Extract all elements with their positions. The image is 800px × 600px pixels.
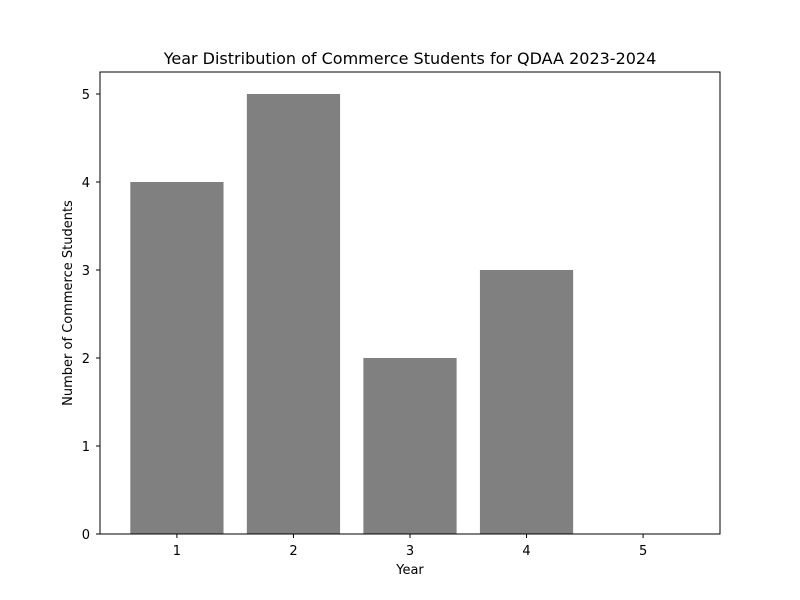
y-axis-label: Number of Commerce Students xyxy=(61,200,76,406)
bar-year-1 xyxy=(130,182,224,534)
x-axis-label: Year xyxy=(395,563,424,578)
chart-title: Year Distribution of Commerce Students f… xyxy=(163,49,657,68)
y-tick-label: 2 xyxy=(82,352,90,367)
y-tick-label: 4 xyxy=(82,176,90,191)
x-tick-label: 3 xyxy=(406,544,414,559)
bar-year-3 xyxy=(363,358,457,534)
x-tick-label: 5 xyxy=(639,544,647,559)
x-tick-label: 2 xyxy=(289,544,297,559)
y-tick-label: 0 xyxy=(82,528,90,543)
x-tick-label: 1 xyxy=(173,544,181,559)
bars-layer xyxy=(130,94,574,534)
y-tick-label: 5 xyxy=(82,88,90,103)
y-axis-ticks: 0 1 2 3 4 5 xyxy=(82,88,100,543)
x-tick-label: 4 xyxy=(522,544,530,559)
y-tick-label: 3 xyxy=(82,264,90,279)
y-tick-label: 1 xyxy=(82,440,90,455)
bar-year-4 xyxy=(479,270,574,534)
bar-year-2 xyxy=(246,94,341,534)
plot-area-frame xyxy=(99,71,721,535)
x-axis-ticks: 1 2 3 4 5 xyxy=(173,534,647,559)
